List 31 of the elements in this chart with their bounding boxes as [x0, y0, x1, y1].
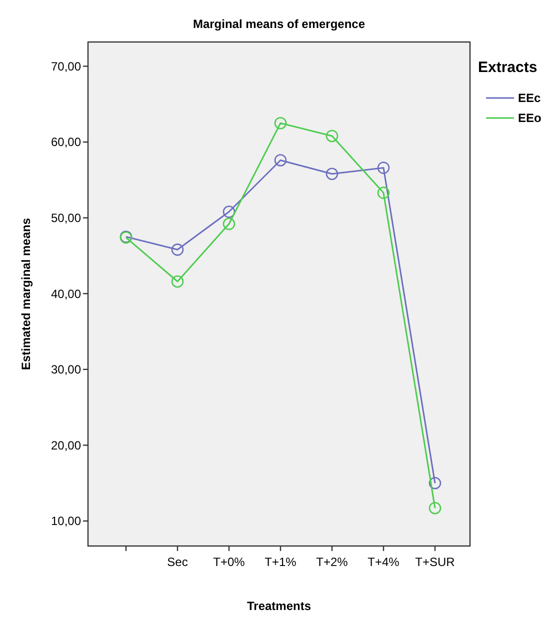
y-tick-label: 30,00 [50, 362, 82, 377]
point [222, 218, 236, 230]
x-tick-label: T+SUR [415, 555, 456, 569]
point [222, 206, 236, 218]
y-axis-title: Estimated marginal means [19, 218, 33, 370]
y-tick-label: 70,00 [50, 59, 82, 74]
x-tick-label: T+0% [213, 555, 246, 569]
point [326, 168, 338, 180]
point [428, 476, 442, 490]
legend-label: EEc [518, 91, 542, 106]
x-tick-label: T+4% [368, 555, 400, 569]
x-tick-label: Sec [167, 555, 188, 569]
y-tick-label: 40,00 [50, 286, 82, 301]
point [377, 186, 390, 199]
point [171, 275, 184, 288]
y-tick-label: 10,00 [50, 514, 82, 528]
x-tick-label: T+2% [316, 555, 348, 569]
chart-title: Marginal means of emergence [192, 17, 366, 31]
y-tick-label: 20,00 [50, 438, 82, 452]
y-tick-label: 50,00 [50, 211, 82, 226]
point [274, 154, 287, 166]
point [274, 116, 287, 130]
point [171, 244, 184, 256]
legend-title: Extracts [478, 59, 538, 76]
legend-label: EEo [518, 111, 542, 126]
point [377, 162, 390, 174]
x-axis-title: Treatments [246, 599, 312, 613]
y-tick-label: 60,00 [50, 135, 82, 150]
point [428, 502, 442, 514]
x-tick-label: T+1% [264, 555, 297, 569]
point [326, 130, 338, 142]
